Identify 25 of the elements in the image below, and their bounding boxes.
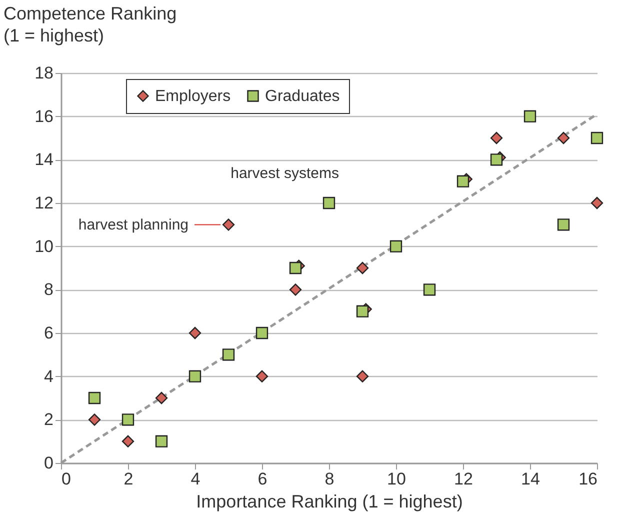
y-tick-label: 14 [34, 150, 54, 170]
legend-label: Graduates [265, 88, 340, 105]
x-tick-label: 14 [521, 470, 540, 488]
x-tick-label: 12 [454, 470, 473, 488]
x-axis-title: Importance Ranking (1 = highest) [196, 492, 463, 512]
annotation: harvest systems [230, 165, 339, 182]
legend-label: Employers [155, 88, 231, 105]
y-tick-label: 16 [34, 106, 54, 126]
annotation: harvest planning [78, 216, 188, 234]
y-tick-label: 8 [44, 280, 54, 300]
x-tick-label: 6 [258, 470, 268, 488]
x-tick-label: 10 [387, 470, 406, 488]
y-tick-label: 12 [34, 194, 54, 212]
x-tick-label: 4 [190, 470, 200, 488]
y-tick-label: 6 [44, 324, 54, 342]
y-tick-label: 4 [44, 366, 54, 386]
y-tick-label: 10 [34, 236, 54, 256]
x-tick-label: 16 [578, 470, 598, 488]
y-tick-label: 2 [44, 410, 54, 430]
x-tick-label: 8 [324, 470, 334, 488]
y-tick-label: 18 [34, 64, 54, 82]
x-tick-label: 0 [62, 470, 71, 488]
x-tick-label: 2 [124, 470, 134, 488]
y-axis-title: Competence Ranking (1 = highest) [4, 4, 177, 46]
y-tick-label: 0 [44, 454, 54, 472]
